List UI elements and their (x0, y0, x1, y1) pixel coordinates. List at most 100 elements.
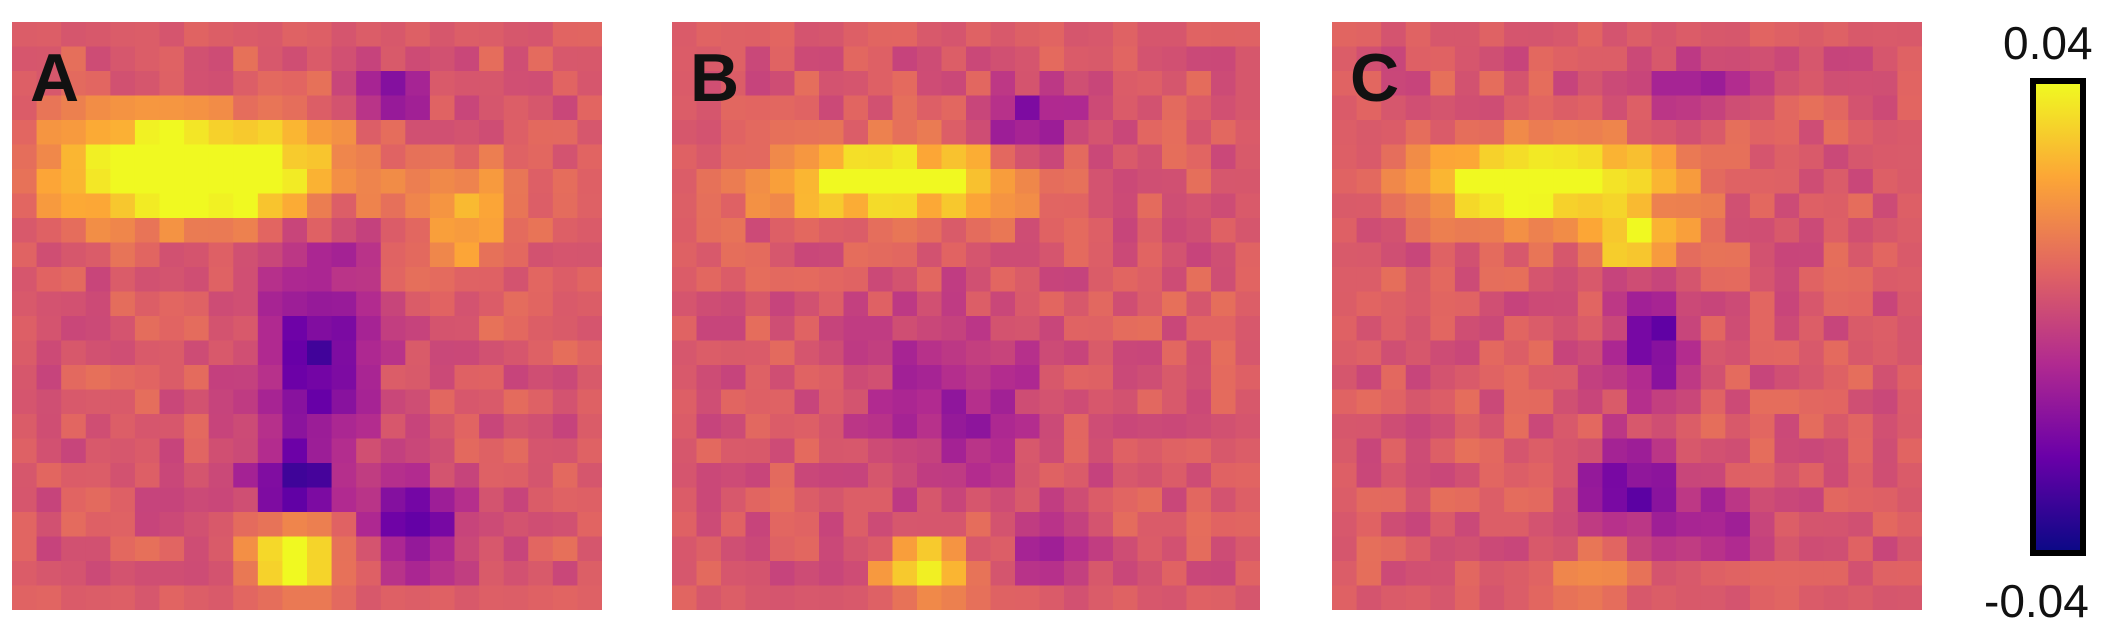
heatmap-cell (134, 585, 160, 610)
heatmap-cell (36, 487, 62, 513)
heatmap-cell (1504, 585, 1530, 610)
heatmap-cell (1430, 218, 1456, 243)
heatmap-cell (1848, 242, 1874, 268)
heatmap-cell (1211, 536, 1236, 562)
heatmap-cell (184, 389, 210, 415)
heatmap-cell (85, 22, 111, 47)
heatmap-cell (1799, 316, 1825, 341)
heatmap-cell (503, 438, 529, 464)
heatmap-cell (454, 561, 480, 586)
heatmap-cell (405, 46, 431, 72)
heatmap-cell (1162, 169, 1187, 194)
heatmap-cell (1725, 169, 1751, 194)
heatmap-cell (1528, 414, 1554, 439)
heatmap-cell (1088, 267, 1114, 292)
heatmap-cell (61, 536, 87, 562)
heatmap-cell (794, 22, 820, 47)
heatmap-cell (1162, 389, 1187, 415)
heatmap-cell (282, 340, 308, 366)
heatmap-cell (966, 95, 991, 121)
heatmap-cell (1725, 46, 1751, 72)
heatmap-cell (159, 242, 185, 268)
heatmap-cell (990, 95, 1016, 121)
heatmap-cell (257, 414, 283, 439)
heatmap-cell (257, 71, 283, 96)
heatmap-cell (503, 316, 529, 341)
heatmap-cell (1627, 561, 1653, 586)
heatmap-cell (1504, 169, 1530, 194)
heatmap-cell (1479, 585, 1505, 610)
heatmap-cell (479, 242, 505, 268)
heatmap-cell (1113, 144, 1138, 170)
heatmap-cell (1774, 95, 1800, 121)
heatmap-cell (1823, 389, 1849, 415)
heatmap-cell (1577, 463, 1603, 488)
heatmap-cell (990, 389, 1016, 415)
heatmap-cell (1602, 193, 1628, 219)
heatmap-cell (429, 585, 455, 610)
heatmap-cell (1186, 120, 1212, 145)
heatmap-cell (1356, 71, 1382, 96)
heatmap-cell (1015, 120, 1040, 145)
heatmap-cell (1700, 46, 1726, 72)
heatmap-cell (208, 463, 234, 488)
heatmap-cell (577, 512, 602, 537)
heatmap-cell (110, 267, 136, 292)
heatmap-cell (380, 365, 406, 390)
heatmap-cell (356, 120, 382, 145)
heatmap-cell (1186, 193, 1212, 219)
heatmap-cell (208, 512, 234, 537)
heatmap-cell (1162, 487, 1187, 513)
heatmap-cell (1186, 561, 1212, 586)
heatmap-cell (552, 267, 578, 292)
heatmap-cell (110, 365, 136, 390)
heatmap-cell (12, 365, 38, 390)
heatmap-cell (380, 267, 406, 292)
heatmap-cell (990, 438, 1016, 464)
heatmap-cell (1454, 487, 1480, 513)
heatmap-cell (1774, 218, 1800, 243)
heatmap-cell (233, 389, 259, 415)
heatmap-cell (941, 95, 967, 121)
heatmap-cell (892, 169, 918, 194)
heatmap-cell (184, 46, 210, 72)
heatmap-cell (1553, 22, 1579, 47)
heatmap-cell (1211, 218, 1236, 243)
heatmap-cell (892, 46, 918, 72)
heatmap-cell (794, 144, 820, 170)
heatmap-cell (696, 561, 722, 586)
heatmap-cell (1113, 71, 1138, 96)
heatmap-cell (1356, 365, 1382, 390)
heatmap-cell (770, 512, 795, 537)
heatmap-cell (1235, 22, 1260, 47)
heatmap-cell (12, 340, 38, 366)
heatmap-cell (1211, 193, 1236, 219)
heatmap-cell (12, 169, 38, 194)
heatmap-cell (1627, 193, 1653, 219)
heatmap-cell (257, 242, 283, 268)
heatmap-cell (307, 561, 333, 586)
heatmap-cell (257, 340, 283, 366)
heatmap-cell (1332, 291, 1358, 317)
heatmap-cell (1381, 169, 1407, 194)
heatmap-cell (380, 46, 406, 72)
heatmap-cell (696, 463, 722, 488)
heatmap-cell (1454, 46, 1480, 72)
heatmap-cell (1162, 291, 1187, 317)
heatmap-cell (1823, 536, 1849, 562)
heatmap-cell (721, 316, 746, 341)
heatmap-cell (1504, 120, 1530, 145)
heatmap-cell (1848, 267, 1874, 292)
heatmap-cell (1479, 71, 1505, 96)
heatmap-cell (36, 536, 62, 562)
heatmap-cell (356, 316, 382, 341)
heatmap-cell (1356, 561, 1382, 586)
heatmap-cell (307, 144, 333, 170)
heatmap-cell (159, 22, 185, 47)
heatmap-cell (1039, 316, 1065, 341)
heatmap-cell (552, 22, 578, 47)
heatmap-cell (843, 340, 869, 366)
heatmap-cell (110, 414, 136, 439)
heatmap-cell (1211, 414, 1236, 439)
heatmap-cell (1064, 71, 1089, 96)
